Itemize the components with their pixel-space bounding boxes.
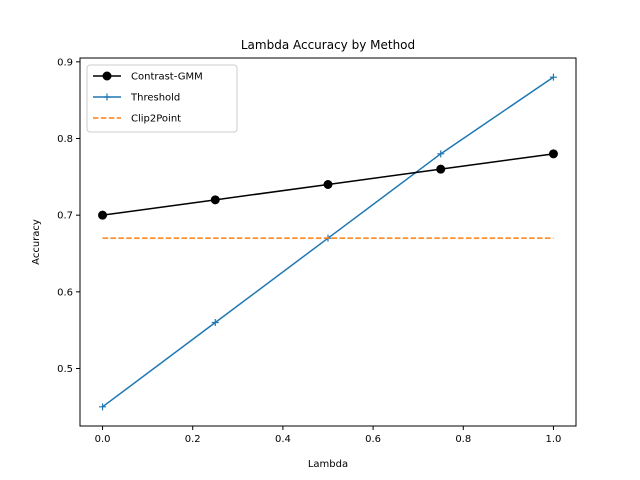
legend-marker xyxy=(102,71,112,81)
legend-marker xyxy=(103,93,111,101)
data-point-contrast-gmm xyxy=(210,195,220,205)
x-tick-label: 0.8 xyxy=(455,434,471,445)
data-point-threshold xyxy=(99,403,107,411)
chart-title: Lambda Accuracy by Method xyxy=(241,38,415,52)
x-tick-label: 0.2 xyxy=(185,434,201,445)
series-layer xyxy=(98,73,558,411)
y-tick-label: 0.5 xyxy=(57,364,73,375)
data-point-threshold xyxy=(437,150,445,158)
x-axis: 0.0 0.2 0.4 0.6 0.8 1.0 xyxy=(95,426,562,445)
legend-item-clip2point: Clip2Point xyxy=(93,114,181,125)
series-contrast-gmm xyxy=(98,149,558,220)
legend-label: Threshold xyxy=(130,93,180,104)
legend-label: Clip2Point xyxy=(131,114,181,125)
legend-label: Contrast-GMM xyxy=(131,72,203,83)
data-point-contrast-gmm xyxy=(98,210,108,220)
x-axis-label: Lambda xyxy=(308,459,348,470)
legend-item-contrast-gmm: Contrast-GMM xyxy=(93,71,203,83)
legend: Contrast-GMM Threshold Clip2Point xyxy=(86,64,238,133)
y-tick-label: 0.7 xyxy=(57,211,73,222)
plot-frame xyxy=(79,57,577,427)
data-point-threshold xyxy=(211,319,219,326)
data-point-contrast-gmm xyxy=(323,180,333,189)
y-tick-label: 0.6 xyxy=(57,287,73,298)
x-tick-label: 0.0 xyxy=(95,434,111,445)
y-axis: 0.5 0.6 0.7 0.8 0.9 xyxy=(57,57,80,375)
legend-item-threshold: Threshold xyxy=(93,93,180,104)
y-tick-label: 0.9 xyxy=(57,57,73,68)
x-tick-label: 0.4 xyxy=(275,434,291,445)
x-tick-label: 0.6 xyxy=(365,434,381,445)
data-point-contrast-gmm xyxy=(436,164,446,174)
data-point-threshold xyxy=(549,73,557,81)
y-tick-label: 0.8 xyxy=(57,134,73,145)
legend-box xyxy=(86,64,238,133)
x-tick-label: 1.0 xyxy=(546,434,562,445)
y-axis-label: Accuracy xyxy=(31,219,42,265)
data-point-contrast-gmm xyxy=(548,149,558,159)
